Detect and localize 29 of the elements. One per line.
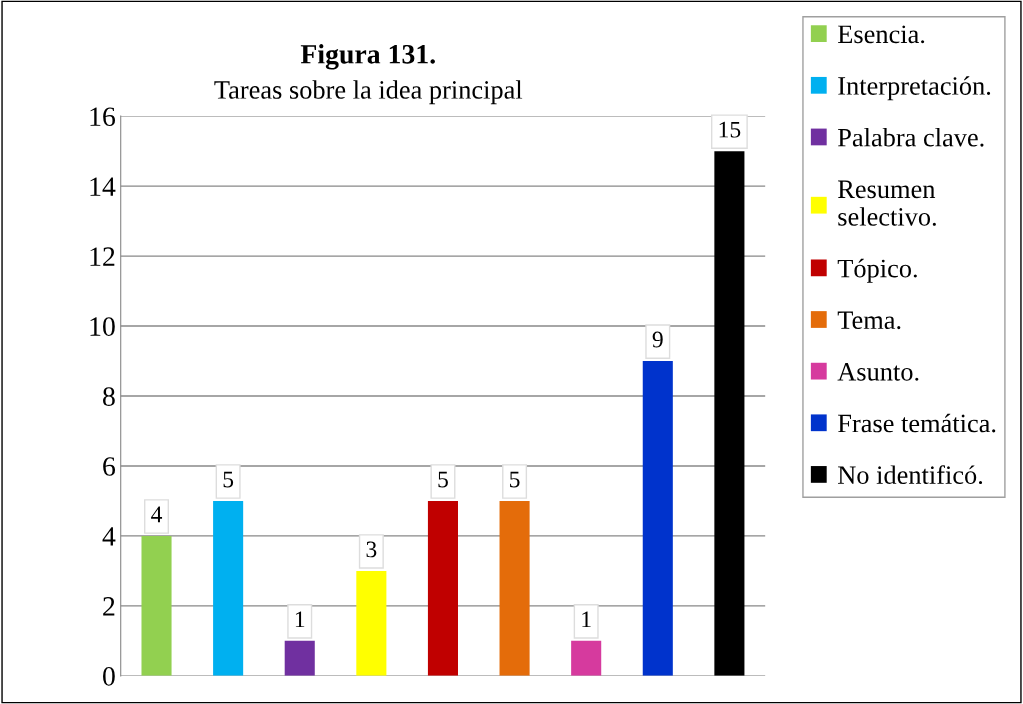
chart-subtitle: Tareas sobre la idea principal	[214, 80, 523, 105]
data-label: 9	[652, 331, 663, 348]
data-label: 5	[510, 471, 520, 488]
data-label: 15	[719, 121, 741, 138]
y-tick-label: 0	[103, 667, 115, 686]
legend-label: No identificó.	[838, 465, 983, 485]
y-tick-label: 8	[103, 387, 115, 406]
legend-label: Interpretación.	[838, 76, 991, 101]
data-label: 3	[366, 541, 377, 558]
data-label: 1	[295, 611, 305, 628]
chart-title: Figura 131.	[300, 44, 435, 70]
legend-label: Esencia.	[838, 25, 925, 44]
legend-label: Resumen selectivo.	[838, 180, 936, 226]
legend-label: Tópico.	[837, 258, 917, 283]
y-tick-label: 14	[90, 177, 116, 196]
legend-label: Palabra clave.	[838, 127, 984, 147]
data-label: 5	[223, 471, 234, 488]
y-tick-label: 4	[102, 527, 116, 546]
y-tick-label: 16	[90, 107, 116, 127]
data-label: 4	[151, 506, 163, 523]
legend-label: Asunto.	[837, 363, 919, 381]
data-label: 1	[582, 611, 591, 628]
y-tick-label: 2	[103, 597, 115, 616]
y-tick-label: 10	[90, 317, 115, 336]
y-tick-label: 12	[90, 247, 115, 266]
legend-label: Tema.	[837, 311, 901, 330]
y-tick-label: 6	[103, 457, 116, 476]
legend-label: Frase temática.	[838, 413, 996, 433]
data-label: 5	[438, 471, 448, 488]
